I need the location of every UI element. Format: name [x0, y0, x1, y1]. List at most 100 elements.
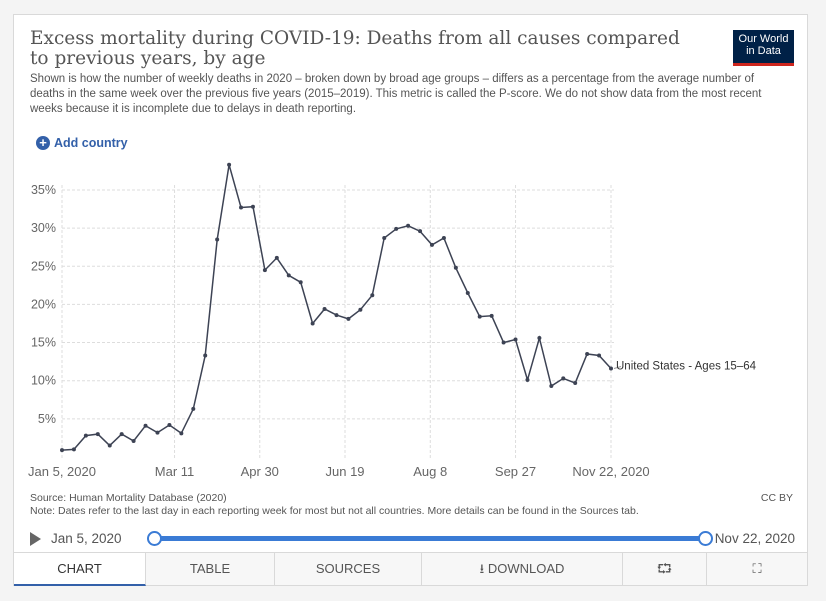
chart-subtitle: Shown is how the number of weekly deaths… — [30, 73, 762, 115]
data-point — [107, 443, 112, 448]
logo-line-2: in Data — [746, 45, 781, 57]
timeline: Jan 5, 2020 Nov 22, 2020 — [30, 527, 795, 551]
data-point — [561, 376, 566, 381]
y-tick-label: 25% — [31, 259, 56, 273]
data-point — [179, 431, 184, 436]
y-tick-label: 30% — [31, 221, 56, 235]
note-text: Note: Dates refer to the last day in eac… — [30, 505, 639, 517]
series-label: United States - Ages 15–64 — [616, 360, 757, 372]
data-point — [537, 335, 542, 340]
tab-table[interactable]: TABLE — [146, 553, 275, 586]
data-point — [429, 242, 434, 247]
source-text: Source: Human Mortality Database (2020) — [30, 492, 227, 504]
data-point — [406, 223, 411, 228]
data-point — [83, 433, 88, 438]
chart-card: Excess mortality during COVID-19: Deaths… — [13, 14, 808, 586]
data-point — [609, 366, 613, 371]
x-tick-label: Jun 19 — [326, 464, 365, 479]
data-point — [370, 293, 375, 298]
data-point — [167, 422, 172, 427]
timeline-track[interactable] — [155, 536, 708, 541]
data-point — [501, 340, 506, 345]
data-point — [250, 204, 255, 209]
data-point — [334, 313, 339, 318]
data-point — [465, 290, 470, 295]
share-button[interactable]: ⮔ — [623, 553, 707, 586]
data-point — [203, 353, 208, 358]
series-line-united-states — [61, 164, 612, 451]
series-label-connector — [613, 366, 622, 369]
data-point — [441, 236, 446, 241]
tab-download[interactable]: ⭳ DOWNLOAD — [422, 553, 623, 586]
add-country-label: Add country — [54, 136, 128, 150]
data-point — [418, 229, 423, 234]
share-icon: ⮔ — [656, 561, 673, 576]
x-tick-label: Nov 22, 2020 — [572, 464, 649, 479]
logo-line-1: Our World — [738, 33, 789, 45]
data-point — [298, 280, 303, 285]
tab-chart[interactable]: CHART — [14, 553, 146, 586]
data-point — [239, 205, 244, 210]
data-point — [119, 432, 124, 437]
data-point — [346, 316, 351, 321]
timeline-start-label: Jan 5, 2020 — [51, 531, 122, 546]
owid-logo[interactable]: Our World in Data — [733, 30, 794, 66]
tab-sources[interactable]: SOURCES — [275, 553, 422, 586]
data-point — [322, 306, 327, 311]
tab-bar: CHART TABLE SOURCES ⭳ DOWNLOAD ⮔ ⛶ — [14, 552, 807, 586]
x-tick-label: Jan 5, 2020 — [28, 464, 96, 479]
data-point — [274, 255, 279, 260]
data-point — [477, 314, 482, 319]
data-point — [597, 353, 602, 358]
data-point — [394, 226, 399, 231]
line-chart: 5% 10% 15% 20% 25% 30% 35% Jan 5, 2020 Mar 11 Ap… — [28, 162, 757, 479]
y-tick-label: 20% — [31, 297, 56, 311]
license-text[interactable]: CC BY — [760, 492, 793, 504]
data-point — [382, 236, 387, 241]
data-point — [191, 406, 196, 411]
timeline-end-label: Nov 22, 2020 — [714, 531, 795, 546]
data-point — [585, 351, 590, 356]
data-point — [60, 448, 64, 453]
grid-lines — [61, 185, 614, 460]
x-tick-label: Aug 8 — [413, 464, 447, 479]
timeline-end-handle[interactable] — [698, 531, 713, 546]
y-tick-label: 15% — [31, 336, 56, 350]
tab-download-label: DOWNLOAD — [487, 561, 565, 576]
y-tick-label: 35% — [31, 183, 56, 197]
data-point — [489, 313, 494, 318]
data-point — [155, 430, 160, 435]
data-point — [549, 384, 554, 389]
data-point — [513, 337, 518, 342]
y-tick-label: 10% — [31, 374, 56, 388]
y-tick-label: 5% — [38, 412, 56, 426]
data-point — [262, 268, 267, 273]
timeline-start-handle[interactable] — [147, 531, 162, 546]
plus-circle-icon: + — [36, 136, 50, 150]
fullscreen-icon: ⛶ — [752, 561, 762, 576]
x-tick-label: Mar 11 — [155, 464, 195, 479]
data-point — [227, 162, 232, 167]
data-point — [358, 307, 363, 312]
data-point — [71, 447, 76, 452]
series-group: United States - Ages 15–64 — [60, 162, 757, 453]
y-axis-ticks: 5% 10% 15% 20% 25% 30% 35% — [31, 183, 56, 426]
x-axis-ticks: Jan 5, 2020 Mar 11 Apr 30 Jun 19 Aug 8 Sep 27… — [28, 464, 650, 479]
data-point — [453, 265, 458, 270]
data-point — [143, 423, 148, 428]
x-tick-label: Apr 30 — [241, 464, 279, 479]
chart-title: Excess mortality during COVID-19: Deaths… — [30, 28, 680, 69]
data-point — [131, 438, 136, 443]
download-icon: ⭳ — [479, 561, 485, 576]
x-tick-label: Sep 27 — [495, 464, 536, 479]
add-country-button[interactable]: + Add country — [36, 136, 128, 150]
data-point — [525, 377, 530, 382]
fullscreen-button[interactable]: ⛶ — [707, 553, 807, 586]
data-point — [310, 321, 315, 326]
play-icon[interactable] — [30, 532, 41, 546]
data-point — [95, 432, 100, 437]
data-point — [573, 380, 578, 385]
data-point — [215, 237, 220, 242]
footnotes: Source: Human Mortality Database (2020) … — [30, 492, 795, 518]
data-point — [286, 273, 291, 278]
